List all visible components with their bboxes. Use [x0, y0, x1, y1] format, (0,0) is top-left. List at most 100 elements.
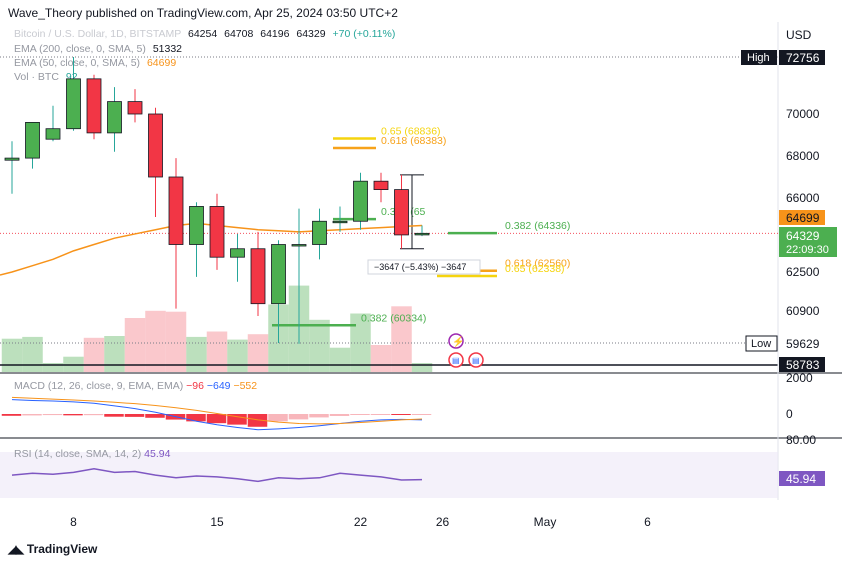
macd-signal-value: −552: [233, 380, 257, 392]
macd-histogram-bar: [104, 414, 124, 417]
symbol-label: Bitcoin / U.S. Dollar, 1D, BITSTAMP: [14, 28, 182, 40]
volume-layer: [1, 285, 433, 372]
macd-signal-line: [11, 396, 423, 425]
candle-body: [25, 122, 40, 159]
price-tick-label: 68000: [786, 149, 820, 163]
time-tick-label: 6: [644, 515, 651, 529]
macd-axis-tick: 2000: [786, 371, 813, 385]
tradingview-brand[interactable]: ◢◣ TradingView: [8, 542, 97, 556]
candle-body: [45, 128, 61, 140]
currency-label[interactable]: USD: [786, 28, 812, 42]
ohlc-low: 64196: [260, 28, 290, 40]
volume-legend[interactable]: Vol · BTC 92: [14, 71, 78, 83]
candle-body: [332, 220, 348, 224]
rsi-value-box: [779, 471, 825, 486]
price-tick-label: 66000: [786, 191, 820, 205]
macd-histogram-bar: [411, 414, 432, 415]
macd-histogram-value: −96: [186, 380, 207, 392]
macd-histogram-bar: [247, 414, 268, 427]
candle-body: [353, 180, 368, 222]
candle-body: [127, 101, 143, 115]
volume-bar: [370, 345, 392, 372]
high-tag-box: [741, 50, 777, 65]
time-tick-label: 22: [354, 515, 368, 529]
candles-layer: [4, 57, 430, 344]
candle-body: [394, 189, 409, 236]
lightning-glyph: ⚡: [452, 335, 464, 348]
macd-axis-tick: 0: [786, 407, 793, 421]
macd-histogram-bar: [42, 414, 63, 416]
volume-bar: [411, 363, 433, 372]
candle-body: [4, 157, 20, 161]
candle-body: [291, 244, 307, 247]
volume-bar: [247, 334, 269, 372]
ema50-value: 64699: [146, 57, 177, 69]
volume-bar: [165, 311, 187, 372]
rsi-axis-tick: 80.00: [786, 433, 816, 447]
ema200-legend[interactable]: EMA (200, close, 0, SMA, 5) 51332: [14, 43, 182, 55]
ema-layer: [0, 222, 423, 276]
candle-body: [148, 113, 163, 178]
macd-histogram-bar: [329, 414, 350, 416]
high-value: 72756: [786, 51, 820, 65]
earnings-event-icon: [468, 352, 484, 368]
macd-histogram-bar: [370, 414, 391, 415]
candle-body: [271, 244, 286, 305]
earnings-event-icon: [448, 352, 464, 368]
tradingview-wordmark: TradingView: [26, 542, 98, 556]
macd-histogram-bar: [391, 414, 411, 415]
candle-body: [414, 232, 430, 236]
countdown-value: 22:09:30: [786, 244, 829, 256]
macd-histogram-bar: [145, 414, 165, 418]
line-value: 58783: [786, 358, 820, 372]
ohlc-change: +70 (+0.11%): [332, 28, 396, 40]
candle-body: [312, 220, 327, 245]
macd-histogram-bar: [206, 414, 227, 424]
macd-histogram-bar: [22, 414, 42, 416]
volume-bar: [186, 336, 207, 372]
macd-histogram-bar: [309, 414, 329, 418]
fib-level-label: 0.382 (64336): [505, 220, 570, 232]
macd-histogram-bar: [1, 414, 22, 416]
ohlc-high: 64708: [224, 28, 254, 40]
rsi-line: [11, 468, 423, 483]
flag-glyph: ▤: [452, 356, 460, 365]
volume-bar: [22, 336, 43, 372]
volume-bar: [1, 338, 23, 372]
high-value-box: [779, 50, 825, 65]
candle-body: [107, 101, 122, 134]
ema200-label: EMA (200, close, 0, SMA, 5): [14, 43, 146, 55]
line-value-box: [779, 357, 825, 372]
low-value: 59629: [786, 337, 820, 351]
fib-level-label: 0.65 (62338): [505, 263, 565, 275]
candle-body: [250, 248, 266, 305]
publisher-line: Wave_Theory published on TradingView.com…: [8, 6, 398, 20]
last-price-value: 64329: [786, 229, 820, 243]
macd-histogram-bar: [83, 414, 104, 416]
macd-histogram-bar: [288, 414, 309, 420]
macd-histogram-bar: [124, 414, 145, 417]
price-tick-label: 60900: [786, 304, 820, 318]
volume-bar: [83, 337, 105, 372]
fib-level-label: 0.382 (60334): [361, 312, 426, 324]
candle-body: [168, 176, 184, 245]
macd-line: [11, 399, 423, 431]
fib-level-label: 0.618 (62560): [505, 258, 570, 270]
time-axis: 8 15 22 26 May 6: [70, 515, 651, 529]
volume-label: Vol · BTC: [14, 71, 59, 83]
measure-label-box: [367, 259, 481, 275]
low-tag-label: Low: [751, 338, 771, 350]
ema50-legend[interactable]: EMA (50, close, 0, SMA, 5) 64699: [14, 57, 176, 69]
volume-bar: [206, 331, 228, 372]
volume-bar: [227, 339, 248, 372]
volume-bar: [42, 363, 64, 372]
last-price-box: [779, 227, 837, 257]
tradingview-logo-icon: ◢◣: [8, 543, 24, 556]
fib-level-label: 0.618 (68383): [381, 135, 446, 147]
macd-pane: MACD (12, 26, close, 9, EMA, EMA) −96 −6…: [1, 371, 813, 431]
high-tag-label: High: [747, 52, 770, 64]
macd-histogram-bar: [350, 414, 370, 415]
volume-value: 92: [65, 71, 78, 83]
rsi-band: [0, 452, 778, 498]
